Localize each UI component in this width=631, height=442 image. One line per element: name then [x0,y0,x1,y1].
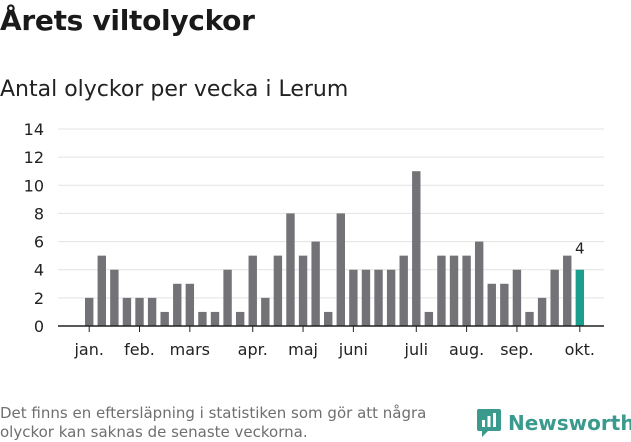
bar [349,269,358,326]
x-tick-label: juli [404,340,428,359]
newsworthy-logo: Newsworthy [476,408,631,438]
bar [474,241,484,326]
bar [273,255,283,326]
bar [173,283,182,326]
bar [563,255,572,326]
x-tick-label: okt. [565,340,595,359]
bar-chart: 0 2 4 6 8 10 12 14 jan. feb. mars apr. maj juni juli au… [24,120,604,359]
bar [85,297,94,326]
bar [160,311,169,326]
bar [210,311,220,326]
bar [198,311,207,326]
bar [550,269,559,326]
bar [437,255,446,326]
bar [361,269,371,326]
footnote: Det finns en eftersläpning i statistiken… [0,404,427,441]
y-tick-label: 0 [34,317,44,336]
y-tick-label: 8 [34,204,44,223]
x-tick-label: mars [170,340,210,359]
y-tick-label: 12 [24,148,44,167]
x-tick-label: jan. [73,340,103,359]
chart-subtitle: Antal olyckor per vecka i Lerum [0,77,349,102]
bar [525,311,534,326]
bar [248,255,257,326]
x-tick-label: aug. [449,340,484,359]
bar [500,283,509,326]
x-tick-label: apr. [238,340,268,359]
bar [261,297,270,326]
x-tick-label: feb. [124,340,155,359]
bar [487,283,496,326]
x-tick-label: juni [338,340,368,359]
x-tick-label: maj [288,340,318,359]
newsworthy-logo-text: Newsworthy [508,411,631,435]
bar [512,269,522,326]
bar [311,241,320,326]
y-tick-label: 10 [24,176,44,195]
x-tick-label: sep. [500,340,533,359]
bar-highlight [575,269,585,326]
bar [298,255,308,326]
data-label: 4 [575,240,585,258]
y-tick-label: 6 [34,233,44,252]
bar [147,297,157,326]
bar [336,213,345,326]
y-tick-label: 14 [24,120,44,139]
bar [399,255,408,326]
bar [537,297,547,326]
bar [386,269,396,326]
newsworthy-logo-icon [477,409,501,437]
bar [135,297,144,326]
bar [235,311,245,326]
bar [110,269,119,326]
bar [424,311,434,326]
bar [286,213,295,326]
bar [223,269,232,326]
bar [185,283,195,326]
bar [97,255,106,326]
chart-title: Årets viltolyckor [0,4,255,37]
bar [122,297,132,326]
bar [449,255,459,326]
y-tick-label: 2 [34,289,44,308]
bar [462,255,471,326]
bar [324,311,333,326]
bar [412,171,421,326]
y-tick-label: 4 [34,261,44,280]
bar [374,269,383,326]
